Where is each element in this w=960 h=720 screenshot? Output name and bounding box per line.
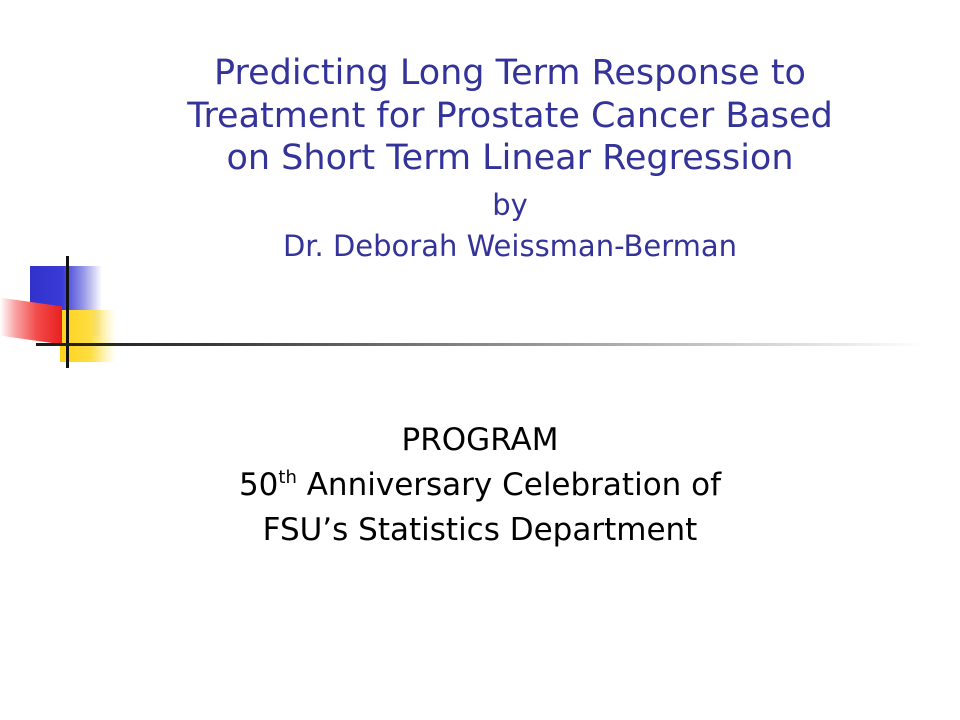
yellow-square-decoration: [60, 310, 116, 362]
title-line-1: Predicting Long Term Response to: [214, 53, 806, 93]
title-line-2: Treatment for Prostate Cancer Based: [187, 95, 833, 136]
anniversary-text: Anniversary Celebration of: [296, 466, 722, 503]
decorative-squares-ornament: [0, 250, 130, 370]
title-line-3: on Short Term Linear Regression: [226, 138, 794, 179]
red-square-decoration: [0, 297, 62, 345]
ordinal-suffix: th: [278, 466, 297, 488]
title-author: Dr. Deborah Weissman-Berman: [282, 228, 738, 263]
subtitle-line-3: FSU’s Statistics Department: [262, 511, 698, 548]
vertical-rule-decoration: [66, 256, 69, 368]
subtitle-line-2: 50th Anniversary Celebration of: [90, 463, 870, 508]
slide-subtitle: PROGRAM 50th Anniversary Celebration of …: [90, 418, 870, 553]
horizontal-rule-divider: [36, 343, 926, 346]
title-by: by: [492, 188, 528, 223]
anniversary-number: 50: [238, 466, 279, 503]
subtitle-line-1: PROGRAM: [401, 422, 559, 458]
slide-title: Predicting Long Term Response to Treatme…: [90, 52, 930, 265]
